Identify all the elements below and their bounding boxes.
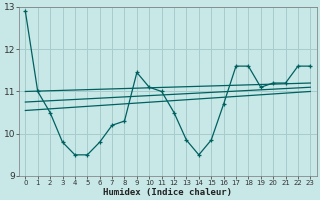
X-axis label: Humidex (Indice chaleur): Humidex (Indice chaleur) bbox=[103, 188, 232, 197]
